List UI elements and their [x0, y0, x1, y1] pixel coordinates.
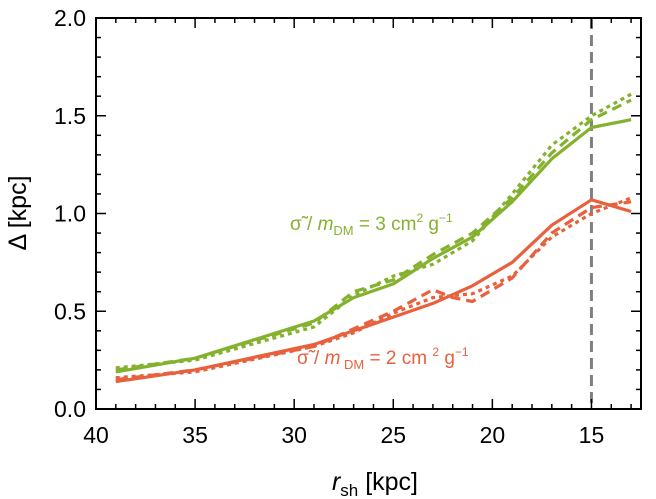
annotation-green-sup1: 2: [416, 211, 423, 225]
x-tick-label: 15: [579, 422, 605, 448]
series-line-green-dashed: [115, 98, 632, 372]
x-axis-label: rsh [kpc]: [332, 468, 418, 499]
annotation-group: σ̃ / mDM = 3 cm2 g−1 σ̃ / m DM = 2 cm 2 …: [290, 211, 469, 372]
series-line-orange-dotted: [115, 196, 632, 380]
annotation-orange-mid: = 2 cm: [364, 348, 432, 369]
y-axis-label: Δ [kpc]: [4, 175, 32, 250]
annotation-green-g: g: [423, 214, 439, 235]
series-line-green-dotted: [115, 92, 632, 370]
y-tick-label: 0.5: [54, 298, 86, 324]
x-tick-label: 30: [281, 422, 307, 448]
x-axis-label-main: r: [332, 468, 342, 496]
y-tick-label: 2.0: [54, 5, 86, 31]
annotation-orange-sup1: 2: [432, 345, 439, 359]
series-group: [115, 92, 632, 384]
annotation-green-var: m: [318, 214, 334, 235]
annotation-green-prefix: σ̃ /: [290, 214, 318, 235]
x-tick-label: 40: [83, 422, 109, 448]
annotation-orange-var: m: [325, 348, 341, 369]
x-tick-label: 25: [380, 422, 406, 448]
x-tick-label: 35: [182, 422, 208, 448]
y-tick-label: 1.0: [54, 201, 86, 227]
annotation-green-sub: DM: [333, 223, 353, 238]
y-tick-label: 0.0: [54, 396, 86, 422]
annotation-green-sup2: −1: [439, 211, 453, 225]
annotation-orange-g: g: [439, 348, 455, 369]
x-axis-label-unit: [kpc]: [358, 468, 418, 496]
y-tick-label: 1.5: [54, 103, 86, 129]
annotation-orange-sup2: −1: [455, 345, 469, 359]
annotation-orange: σ̃ / m DM = 2 cm 2 g−1: [297, 345, 469, 372]
x-axis-label-sub: sh: [340, 481, 358, 499]
annotation-orange-sub: DM: [340, 357, 364, 372]
annotation-orange-prefix: σ̃ /: [297, 348, 325, 369]
x-tick-label: 20: [480, 422, 506, 448]
series-line-orange-dashed: [115, 200, 632, 382]
annotation-green-mid: = 3 cm: [354, 214, 417, 235]
axes: 40 35 30 25 20 15 0.0 0.5 1.0 1.5 2.0: [54, 5, 642, 448]
annotation-green: σ̃ / mDM = 3 cm2 g−1: [290, 211, 453, 238]
series-line-green-solid: [115, 118, 632, 374]
